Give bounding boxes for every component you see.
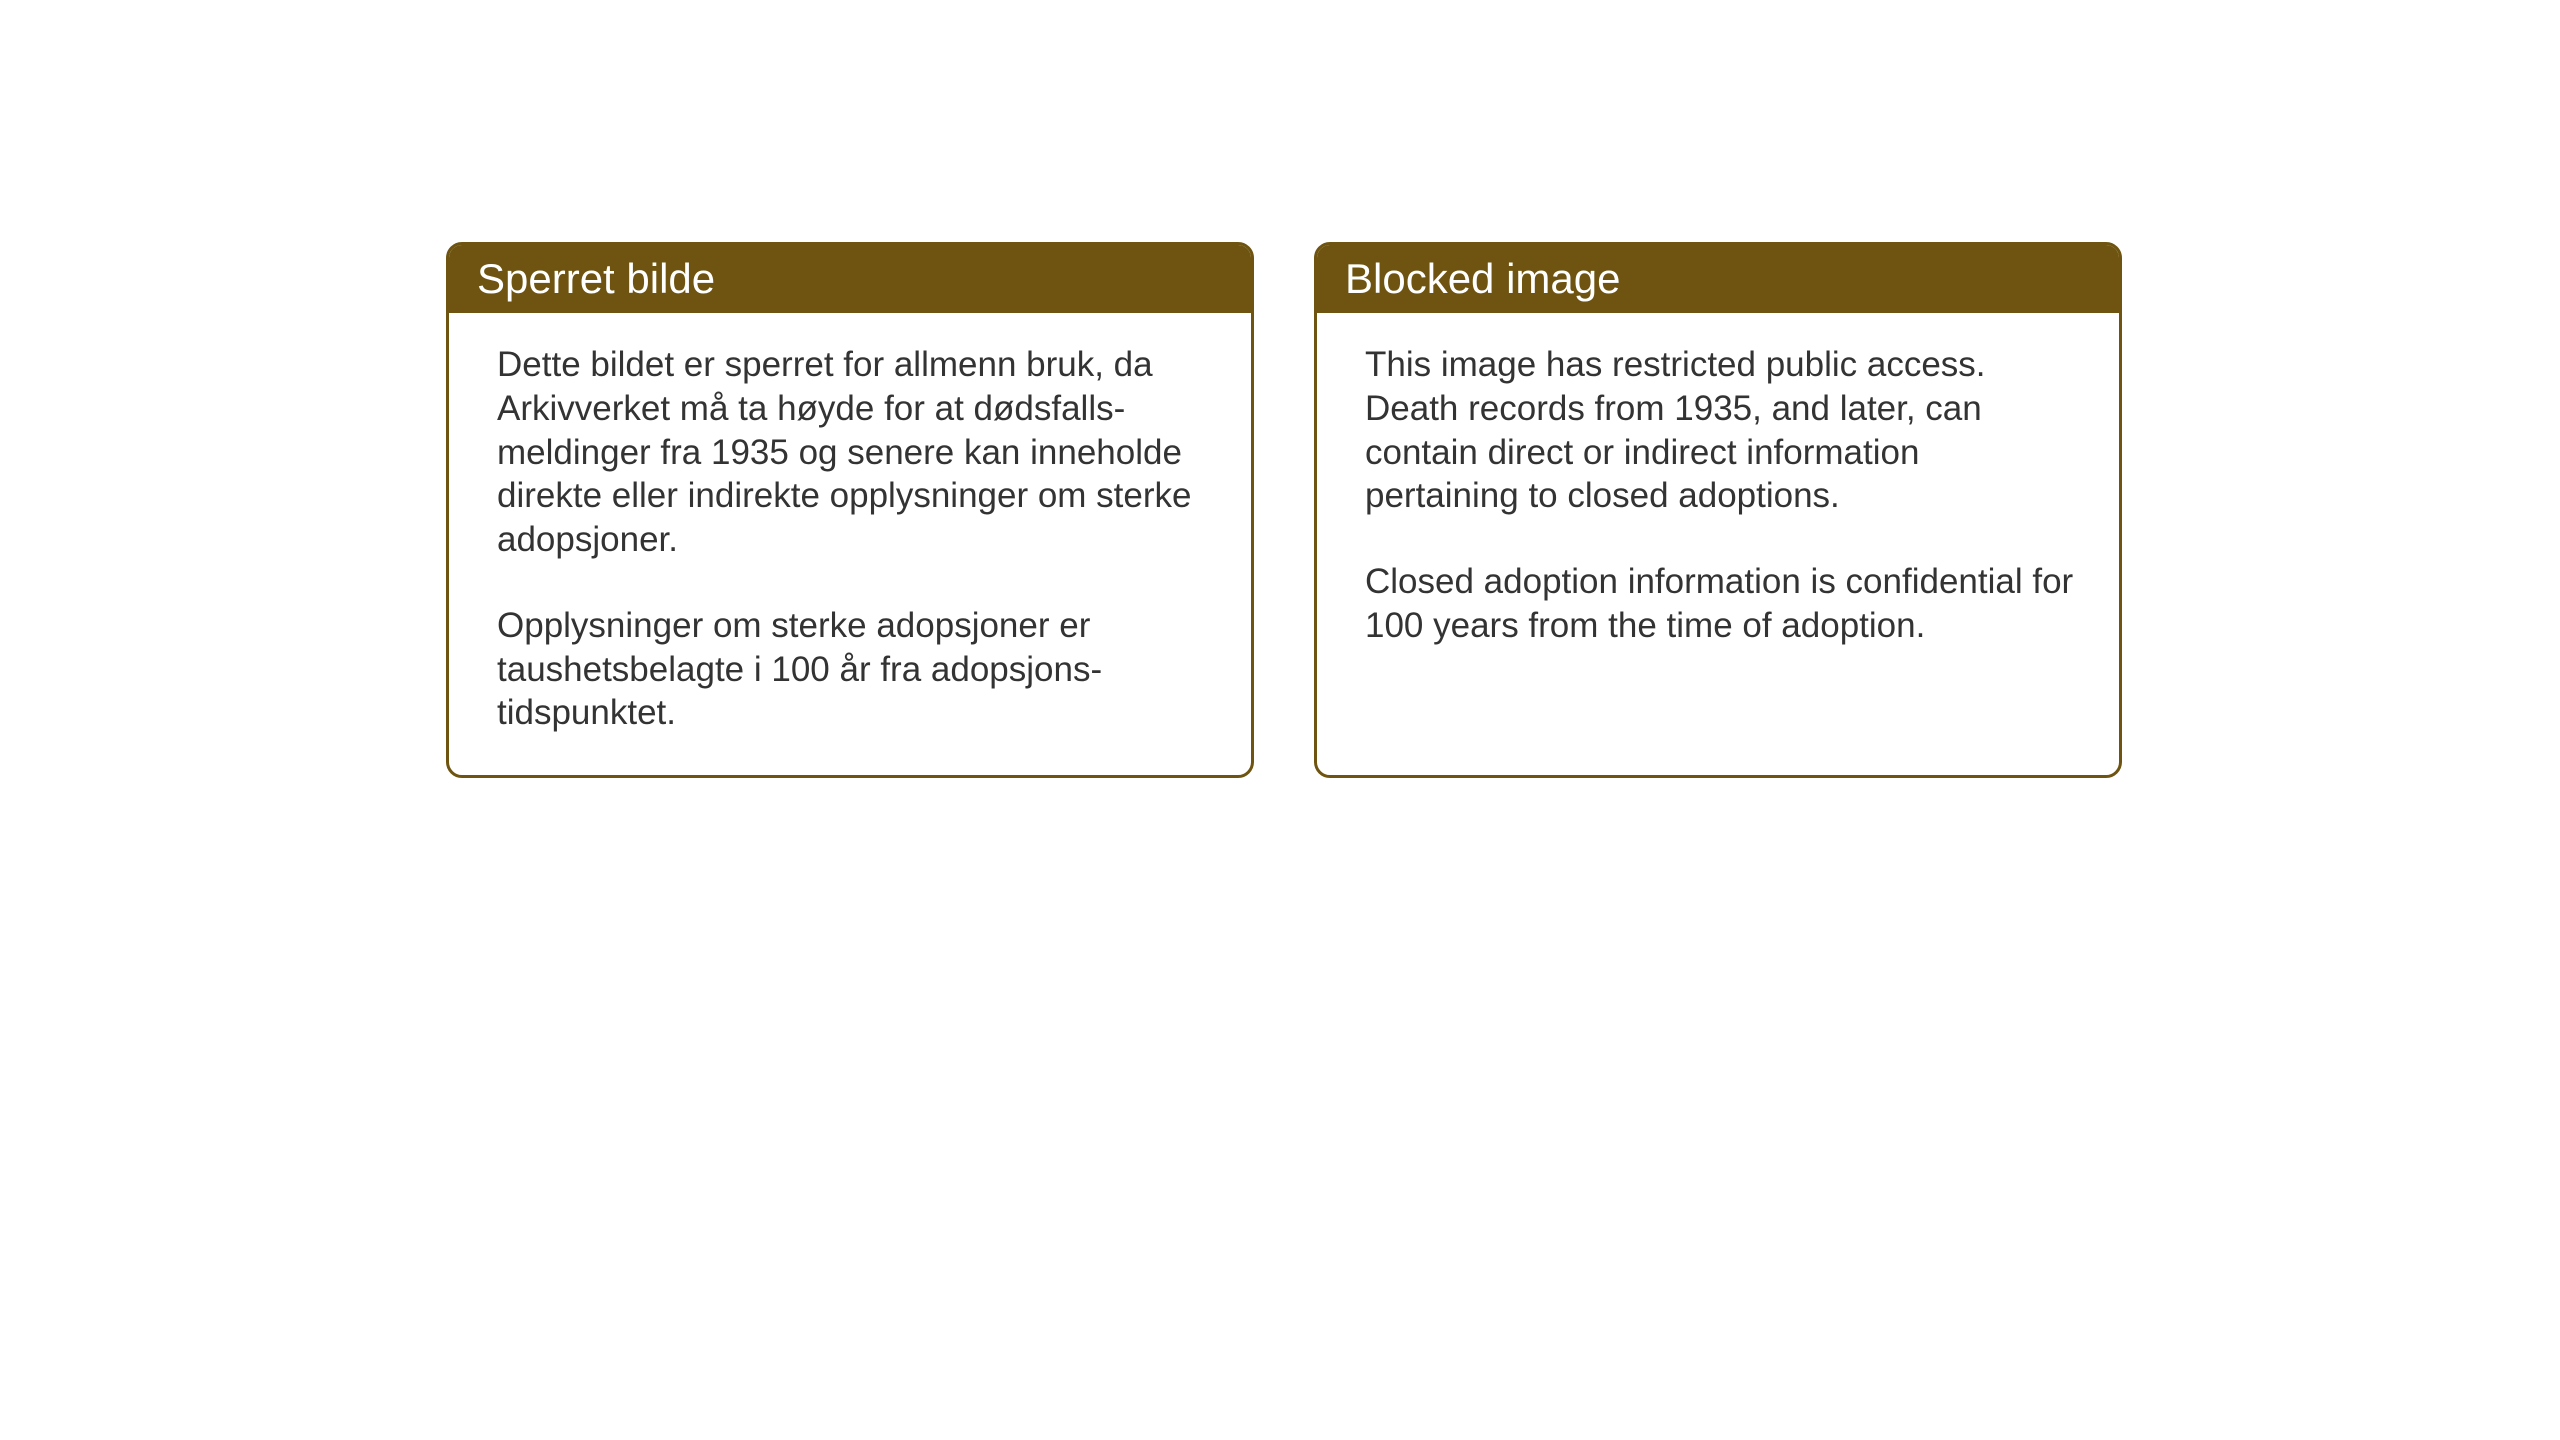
card-title-norwegian: Sperret bilde xyxy=(477,255,715,302)
card-paragraph-1-norwegian: Dette bildet er sperret for allmenn bruk… xyxy=(497,343,1211,562)
notice-card-norwegian: Sperret bilde Dette bildet er sperret fo… xyxy=(446,242,1254,778)
card-header-english: Blocked image xyxy=(1317,245,2119,313)
notice-card-english: Blocked image This image has restricted … xyxy=(1314,242,2122,778)
card-paragraph-2-norwegian: Opplysninger om sterke adopsjoner er tau… xyxy=(497,604,1211,735)
card-body-english: This image has restricted public access.… xyxy=(1317,313,2119,688)
notice-container: Sperret bilde Dette bildet er sperret fo… xyxy=(446,242,2122,778)
card-paragraph-2-english: Closed adoption information is confident… xyxy=(1365,560,2079,648)
card-paragraph-1-english: This image has restricted public access.… xyxy=(1365,343,2079,518)
card-header-norwegian: Sperret bilde xyxy=(449,245,1251,313)
card-body-norwegian: Dette bildet er sperret for allmenn bruk… xyxy=(449,313,1251,775)
card-title-english: Blocked image xyxy=(1345,255,1620,302)
